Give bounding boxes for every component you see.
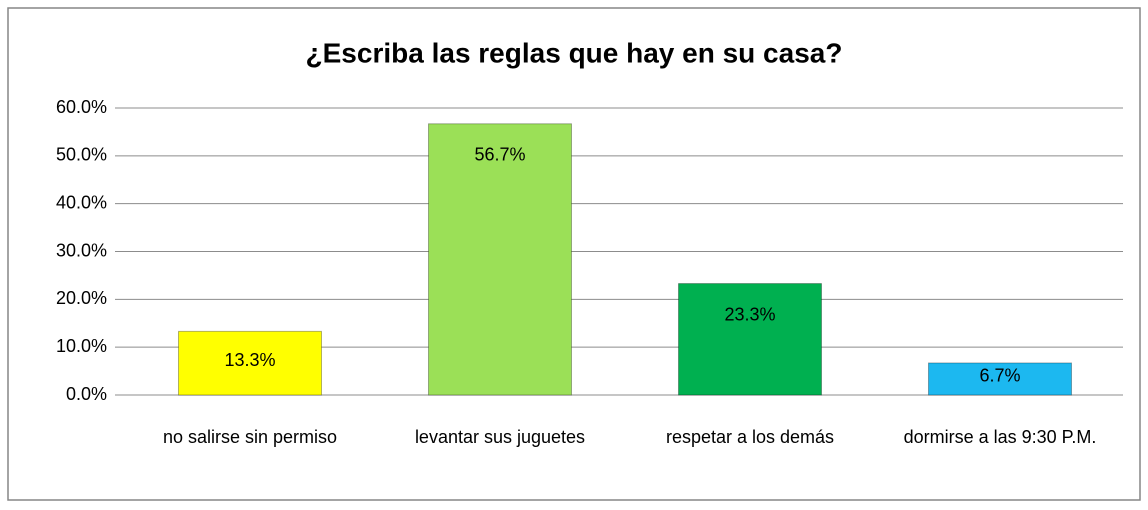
x-tick-label: respetar a los demás [666,427,834,447]
bar [678,283,822,396]
value-label: 23.3% [724,304,775,324]
y-tick-label: 60.0% [56,97,107,117]
y-tick-label: 0.0% [66,384,107,404]
y-tick-label: 50.0% [56,145,107,165]
x-tick-label: no salirse sin permiso [163,427,337,447]
y-tick-label: 40.0% [56,192,107,212]
value-label: 56.7% [474,145,525,165]
bar [178,330,322,396]
y-tick-label: 30.0% [56,240,107,260]
chart-border [7,7,1141,501]
bar [428,123,572,396]
x-tick-label: levantar sus juguetes [415,427,585,447]
value-label: 13.3% [224,350,275,370]
value-label: 6.7% [979,366,1020,386]
y-tick-label: 10.0% [56,336,107,356]
bar [928,362,1072,396]
y-tick-label: 20.0% [56,288,107,308]
x-tick-label: dormirse a las 9:30 P.M. [904,427,1097,447]
chart-title: ¿Escriba las reglas que hay en su casa? [306,37,843,68]
